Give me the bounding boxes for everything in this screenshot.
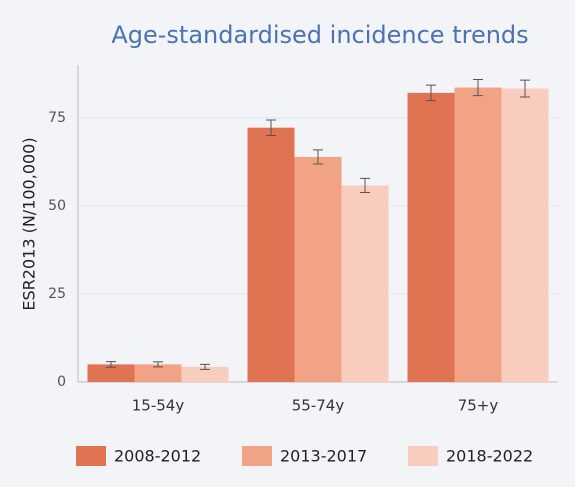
chart-title: Age-standardised incidence trends [111, 21, 528, 49]
bar [87, 364, 135, 382]
error-bar [106, 361, 116, 368]
legend-label: 2008-2012 [114, 447, 201, 466]
legend-swatch [408, 446, 438, 466]
bar [181, 366, 229, 382]
legend-swatch [242, 446, 272, 466]
y-tick-label: 50 [48, 198, 66, 214]
bar [247, 127, 295, 382]
error-bar [426, 84, 436, 102]
error-bar [153, 361, 163, 368]
error-bar [313, 149, 323, 165]
bar [294, 156, 342, 382]
error-bar [200, 363, 210, 370]
x-tick-label: 55-74y [292, 397, 345, 415]
bar [454, 87, 502, 382]
x-tick-label: 15-54y [132, 397, 185, 415]
legend-label: 2018-2022 [446, 447, 533, 466]
legend-label: 2013-2017 [280, 447, 367, 466]
bar [501, 88, 549, 383]
y-axis-label: ESR2013 (N/100,000) [20, 137, 39, 310]
y-tick-label: 0 [57, 374, 66, 390]
error-bar [520, 79, 530, 98]
legend-swatch [76, 446, 106, 466]
error-bar [266, 119, 276, 136]
bar [407, 92, 455, 382]
error-bar [360, 177, 370, 194]
y-tick-label: 75 [48, 110, 66, 126]
x-tick-label: 75+y [458, 397, 499, 415]
y-tick-label: 25 [48, 286, 66, 302]
bar [134, 364, 182, 382]
error-bar [473, 78, 483, 97]
bar [341, 185, 389, 382]
